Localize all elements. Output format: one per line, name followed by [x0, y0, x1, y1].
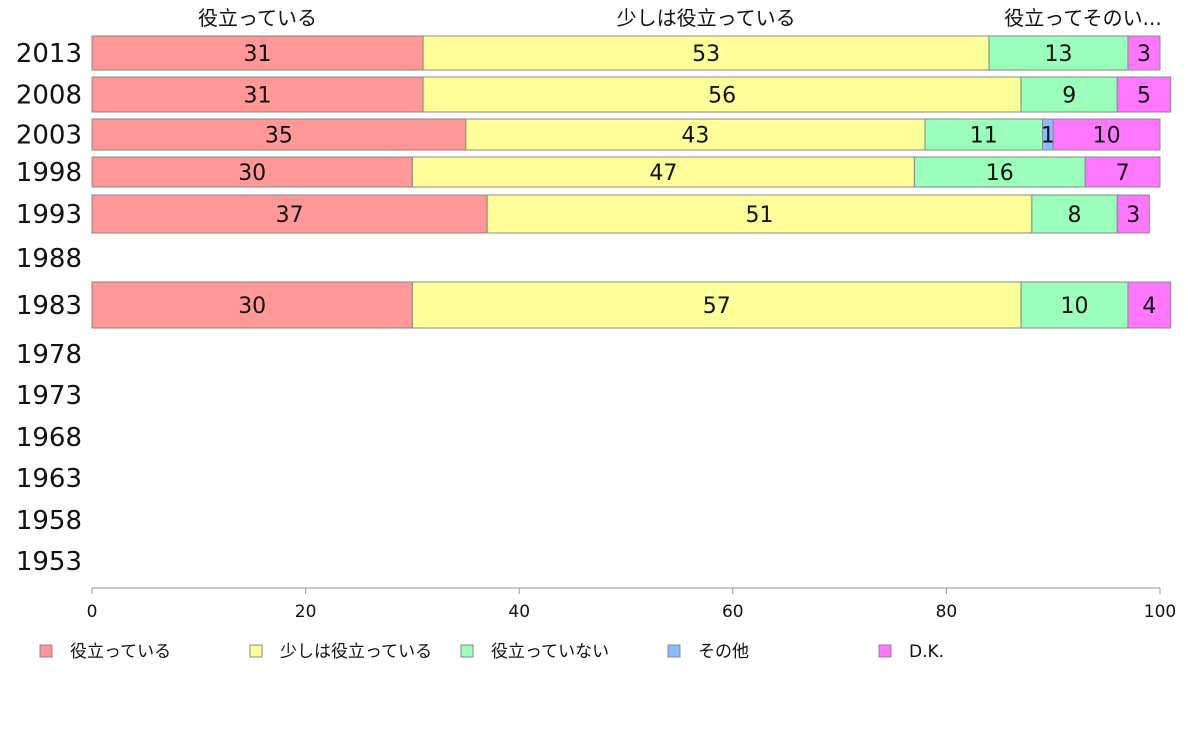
bar-value-label-2003-2: 11 [970, 124, 998, 149]
x-axis: 0 20 40 60 80 100 [87, 587, 1176, 622]
bar-value-label-1983-2: 10 [1061, 294, 1089, 319]
top-label-1: 役立っている [198, 6, 317, 30]
bar-value-label-2013-2: 13 [1045, 42, 1073, 67]
year-label-1958: 1958 [16, 506, 82, 536]
bar-segment-2008-2 [1020, 76, 1118, 113]
bar-value-label-2013-4: 3 [1137, 42, 1151, 67]
bar-segment-2013-0 [91, 35, 424, 71]
bar-value-label-1993-4: 3 [1126, 203, 1140, 228]
legend-label-0: 役立っている [70, 642, 171, 662]
bar-segment-2013-1 [422, 35, 990, 71]
year-label-2008: 2008 [16, 81, 82, 111]
bar-segment-2003-4 [1052, 118, 1161, 151]
top-label-2: 少しは役立っている [617, 6, 796, 30]
bar-value-label-1998-2: 16 [986, 161, 1014, 186]
bar-segment-1983-4 [1127, 281, 1172, 329]
bar-value-label-1983-0: 30 [238, 294, 266, 319]
bar-segment-1993-4 [1116, 194, 1150, 234]
legend-swatch-0 [39, 644, 53, 658]
year-label-1968: 1968 [16, 423, 82, 453]
bar-value-label-2008-1: 56 [708, 84, 736, 109]
bar-value-label-2003-3: 1 [1041, 124, 1055, 149]
x-tick-label-20: 20 [295, 602, 317, 622]
bar-segment-1983-1 [411, 281, 1022, 329]
year-label-1998: 1998 [16, 158, 82, 188]
bar-segment-1998-4 [1084, 156, 1161, 188]
bar-segment-2008-1 [422, 76, 1022, 113]
x-tick-label-40: 40 [508, 602, 530, 622]
bar-value-label-1993-0: 37 [276, 203, 304, 228]
bar-segment-1998-1 [411, 156, 915, 188]
year-label-1953: 1953 [16, 547, 82, 577]
legend-swatch-1 [249, 644, 263, 658]
year-label-1963: 1963 [16, 464, 82, 494]
bar-value-label-1998-0: 30 [238, 161, 266, 186]
bar-segment-1983-2 [1020, 281, 1129, 329]
bar-value-label-2013-0: 31 [244, 42, 272, 67]
top-label-3: 役立ってそのい... [1004, 6, 1161, 30]
legend-swatch-4 [878, 644, 892, 658]
x-tick-label-80: 80 [936, 602, 958, 622]
year-label-1983: 1983 [16, 291, 82, 321]
bar-value-label-2008-2: 9 [1062, 84, 1076, 109]
bar-segment-1993-1 [486, 194, 1033, 234]
bar-segment-2013-4 [1127, 35, 1161, 71]
bar-segment-2003-1 [465, 118, 926, 151]
bar-value-label-2013-1: 53 [692, 42, 720, 67]
legend-label-3: その他 [698, 642, 749, 662]
bar-value-label-1993-1: 51 [746, 203, 774, 228]
bar-segment-2008-4 [1116, 76, 1172, 113]
year-label-2003: 2003 [16, 121, 82, 151]
bar-segment-1993-2 [1031, 194, 1118, 234]
bar-value-label-2008-4: 5 [1137, 84, 1151, 109]
top-label-group: 役立っている 少しは役立っている 役立ってそのい... [198, 6, 1162, 30]
legend-swatch-2 [460, 644, 474, 658]
bar-value-label-2003-1: 43 [681, 124, 709, 149]
bar-value-label-1998-1: 47 [649, 161, 677, 186]
x-tick-label-60: 60 [722, 602, 744, 622]
bar-value-label-2003-0: 35 [265, 124, 293, 149]
bar-value-label-2003-4: 10 [1093, 124, 1121, 149]
bar-segment-1993-0 [91, 194, 488, 234]
bar-segment-2003-0 [91, 118, 467, 151]
year-label-1988: 1988 [16, 244, 82, 274]
year-label-1978: 1978 [16, 340, 82, 370]
bar-segment-2008-0 [91, 76, 424, 113]
year-label-group: 2013 2008 2003 1998 1993 1988 1983 1978 1973 1968… [16, 39, 82, 577]
legend: 役立っている 少しは役立っている 役立っていない その他 D.K. [39, 642, 944, 662]
bar-segment-2013-2 [988, 35, 1129, 71]
bar-value-label-1983-4: 4 [1142, 294, 1156, 319]
bar-segment-1998-0 [91, 156, 413, 188]
legend-label-1: 少しは役立っている [280, 642, 432, 662]
legend-label-4: D.K. [909, 642, 944, 662]
legend-swatch-3 [667, 644, 681, 658]
x-tick-label-0: 0 [87, 602, 98, 622]
bar-value-label-2008-0: 31 [244, 84, 272, 109]
bar-value-label-1998-4: 7 [1116, 161, 1130, 186]
legend-label-2: 役立っていない [491, 642, 609, 662]
bar-segment-1998-2 [913, 156, 1086, 188]
year-label-1973: 1973 [16, 381, 82, 411]
year-label-1993: 1993 [16, 200, 82, 230]
bar-value-label-1993-2: 8 [1068, 203, 1082, 228]
year-label-2013: 2013 [16, 39, 82, 69]
x-tick-label-100: 100 [1144, 602, 1176, 622]
bar-value-label-1983-1: 57 [703, 294, 731, 319]
